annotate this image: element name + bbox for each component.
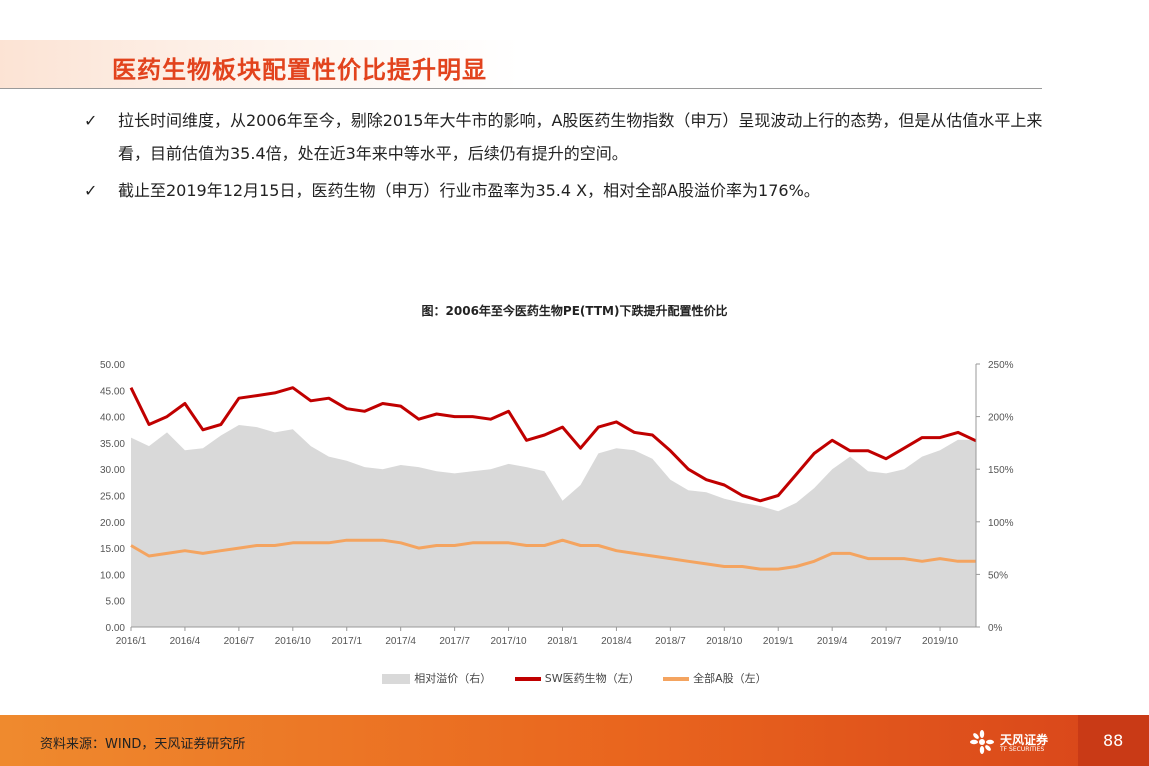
legend-swatch-a-share [663, 677, 690, 681]
chart-title: 图：2006年至今医药生物PE(TTM)下跌提升配置性价比 [421, 304, 728, 318]
x-tick-label: 2019/7 [871, 636, 902, 647]
title-bar [0, 40, 1042, 89]
x-tick-label: 2019/1 [763, 636, 794, 647]
y-left-tick-label: 0.00 [106, 623, 126, 634]
logo-subtext: TF SECURITIES [1000, 746, 1045, 753]
bullet-item-2: ✓ 截止至2019年12月15日，医药生物（申万）行业市盈率为35.4 X，相对… [84, 174, 1044, 207]
legend-item-a-share: 全部A股（左） [663, 670, 767, 686]
bullet-text: 拉长时间维度，从2006年至今，剔除2015年大牛市的影响，A股医药生物指数（申… [118, 111, 1043, 163]
x-tick-label: 2017/7 [439, 636, 470, 647]
y-left-tick-label: 5.00 [106, 597, 126, 608]
y-left-tick-label: 40.00 [100, 413, 125, 424]
x-tick-label: 2017/1 [331, 636, 362, 647]
y-left-tick-label: 45.00 [100, 386, 125, 397]
y-right-tick-label: 250% [988, 360, 1014, 371]
logo-text: 天风证券 [1000, 733, 1049, 747]
bullet-list: ✓ 拉长时间维度，从2006年至今，剔除2015年大牛市的影响，A股医药生物指数… [84, 104, 1044, 211]
page-number-box [1078, 715, 1149, 766]
legend-swatch-sw [514, 677, 541, 681]
line-layer [129, 386, 977, 571]
axis-layer: 0.00 5.00 10.00 15.00 20.00 25.00 30.00 35.00 40… [100, 360, 1014, 647]
bullet-item-1: ✓ 拉长时间维度，从2006年至今，剔除2015年大牛市的影响，A股医药生物指数… [84, 104, 1044, 170]
legend-label-a-share: 全部A股（左） [693, 672, 767, 685]
legend-label-sw: SW医药生物（左） [544, 672, 640, 685]
legend-label-premium: 相对溢价（右） [414, 672, 492, 685]
x-tick-label: 2018/1 [547, 636, 578, 647]
y-left-tick-label: 25.00 [100, 492, 125, 503]
check-icon: ✓ [84, 181, 98, 200]
series-line-sw-pharma [129, 386, 977, 503]
series-line-a-share [130, 538, 976, 571]
x-tick-label: 2017/4 [385, 636, 416, 647]
series-area-premium [131, 425, 976, 627]
x-tick-label: 2016/7 [224, 636, 255, 647]
legend-item-sw: SW医药生物（左） [514, 670, 640, 686]
x-tick-label: 2018/7 [655, 636, 686, 647]
check-icon: ✓ [84, 111, 98, 130]
x-tick-label: 2016/1 [116, 636, 147, 647]
page-number: 88 [1103, 731, 1124, 750]
y-right-tick-label: 50% [988, 570, 1008, 581]
y-left-tick-label: 50.00 [100, 360, 125, 371]
y-right-tick-label: 200% [988, 413, 1014, 424]
y-left-tick-label: 15.00 [100, 544, 125, 555]
x-tick-label: 2019/10 [922, 636, 959, 647]
x-tick-label: 2019/4 [817, 636, 848, 647]
chart-legend: 相对溢价（右） SW医药生物（左） 全部A股（左） [0, 670, 1149, 686]
page-title: 医药生物板块配置性价比提升明显 [112, 55, 487, 84]
y-right-tick-label: 150% [988, 465, 1014, 476]
x-tick-label: 2016/10 [275, 636, 312, 647]
bullet-text: 截止至2019年12月15日，医药生物（申万）行业市盈率为35.4 X，相对全部… [118, 181, 820, 200]
legend-item-premium: 相对溢价（右） [382, 670, 491, 686]
x-tick-label: 2016/4 [170, 636, 201, 647]
y-left-tick-label: 20.00 [100, 518, 125, 529]
x-tick-label: 2018/10 [706, 636, 743, 647]
y-left-tick-label: 35.00 [100, 439, 125, 450]
footer-bar: 资料来源：WIND，天风证券研究所 天风证券 TF SECURITIES 88 [0, 715, 1149, 766]
pe-chart: 0.00 5.00 10.00 15.00 20.00 25.00 30.00 35.00 40… [100, 360, 1014, 647]
y-right-tick-label: 100% [988, 518, 1014, 529]
area-layer [131, 425, 976, 627]
company-logo-icon [970, 730, 994, 754]
title-accent-band [0, 40, 520, 88]
y-right-tick-label: 0% [988, 623, 1003, 634]
x-tick-label: 2018/4 [601, 636, 632, 647]
legend-swatch-premium [382, 674, 411, 684]
y-left-tick-label: 10.00 [100, 570, 125, 581]
y-left-tick-label: 30.00 [100, 465, 125, 476]
x-tick-label: 2017/10 [490, 636, 527, 647]
source-note: 资料来源：WIND，天风证券研究所 [40, 737, 246, 752]
